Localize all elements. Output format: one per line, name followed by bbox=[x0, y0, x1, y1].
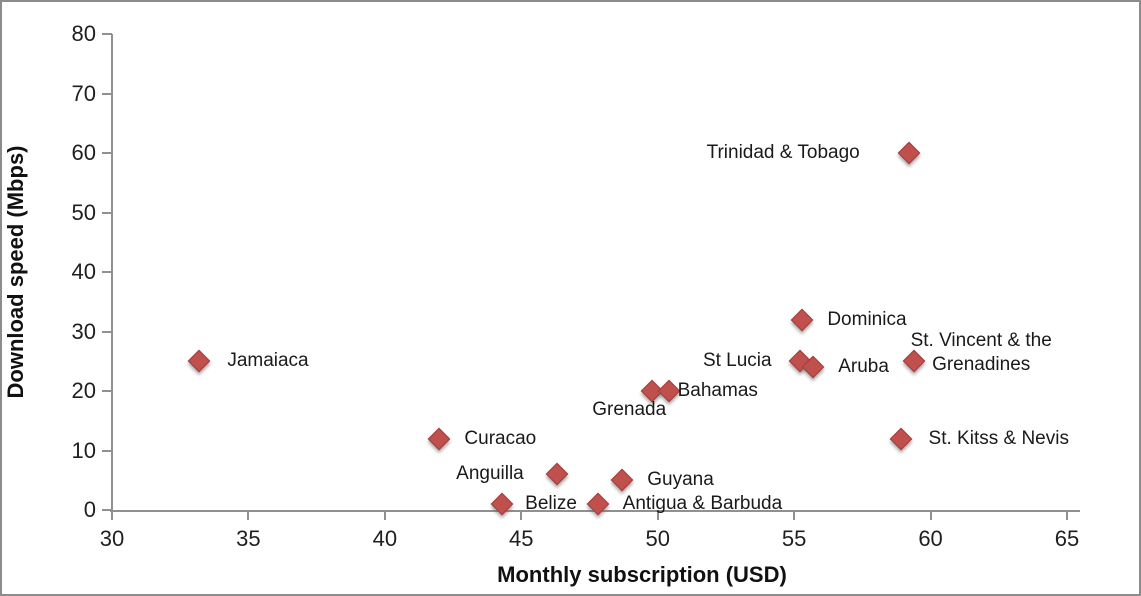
y-axis-tick-label: 10 bbox=[71, 437, 96, 463]
x-axis-tick-label: 35 bbox=[236, 526, 261, 551]
data-point-label: Guyana bbox=[647, 469, 714, 491]
y-axis-tick bbox=[102, 390, 112, 392]
x-axis-title: Monthly subscription (USD) bbox=[497, 562, 787, 587]
x-axis-tick bbox=[520, 510, 523, 520]
data-point-label: St Lucia bbox=[702, 350, 772, 372]
data-point-marker bbox=[889, 427, 912, 450]
x-axis-tick bbox=[111, 510, 113, 520]
y-axis-tick bbox=[102, 33, 112, 35]
x-axis-tick bbox=[656, 510, 659, 520]
y-axis-tick-label: 0 bbox=[83, 497, 96, 522]
x-axis-tick bbox=[247, 510, 250, 520]
y-axis-tick bbox=[102, 509, 112, 511]
y-axis-line bbox=[111, 34, 113, 512]
y-axis-title: Download speed (Mbps) bbox=[3, 145, 28, 399]
x-axis-tick-label: 65 bbox=[1054, 526, 1080, 551]
y-axis-tick bbox=[102, 211, 112, 214]
y-axis-tick bbox=[102, 330, 112, 333]
y-axis-tick bbox=[102, 449, 112, 452]
data-point-label: Aruba bbox=[838, 356, 889, 378]
data-point-marker bbox=[791, 308, 814, 331]
data-point-label: Dominica bbox=[827, 308, 907, 330]
y-axis-tick bbox=[102, 271, 112, 273]
data-point-marker bbox=[545, 462, 569, 486]
y-axis-tick bbox=[102, 92, 112, 95]
data-point-marker bbox=[428, 427, 451, 450]
y-axis-tick bbox=[102, 152, 112, 154]
data-point-marker bbox=[187, 349, 211, 373]
x-axis-tick bbox=[383, 510, 386, 520]
y-axis-tick-label: 40 bbox=[71, 259, 96, 284]
x-axis-tick-label: 30 bbox=[99, 526, 125, 551]
y-axis-tick-label: 70 bbox=[71, 80, 96, 106]
x-axis-tick-label: 40 bbox=[372, 526, 398, 551]
data-point-label: Anguilla bbox=[456, 463, 524, 485]
x-axis-tick bbox=[793, 510, 796, 520]
data-point-marker bbox=[897, 141, 921, 165]
y-axis-tick-label: 50 bbox=[71, 199, 96, 225]
data-point-label: Bahamas bbox=[677, 380, 758, 401]
x-axis-tick bbox=[1066, 510, 1068, 520]
data-point-label: Curacao bbox=[464, 427, 537, 449]
data-point-label: Belize bbox=[525, 493, 577, 515]
x-axis-tick-label: 45 bbox=[509, 526, 534, 551]
x-axis-tick-label: 50 bbox=[645, 526, 670, 551]
data-point-label: St. Kitss & Nevis bbox=[928, 427, 1069, 449]
x-axis-tick-label: 60 bbox=[918, 526, 943, 551]
y-axis-tick-label: 60 bbox=[71, 140, 96, 165]
data-point-marker bbox=[610, 468, 634, 492]
y-axis-tick-label: 30 bbox=[71, 318, 96, 344]
data-point-label: Grenada bbox=[592, 399, 667, 420]
data-point-label: St. Vincent & the Grenadines bbox=[910, 330, 1052, 376]
x-axis-tick bbox=[929, 510, 932, 520]
y-axis-tick-label: 20 bbox=[71, 378, 96, 403]
data-point-label: Jamaiaca bbox=[227, 350, 309, 372]
data-point-label: Antigua & Barbuda bbox=[622, 493, 783, 515]
x-axis-tick-label: 55 bbox=[781, 526, 807, 551]
data-point-label: Trinidad & Tobago bbox=[706, 142, 860, 163]
y-axis-tick-label: 80 bbox=[71, 21, 96, 46]
